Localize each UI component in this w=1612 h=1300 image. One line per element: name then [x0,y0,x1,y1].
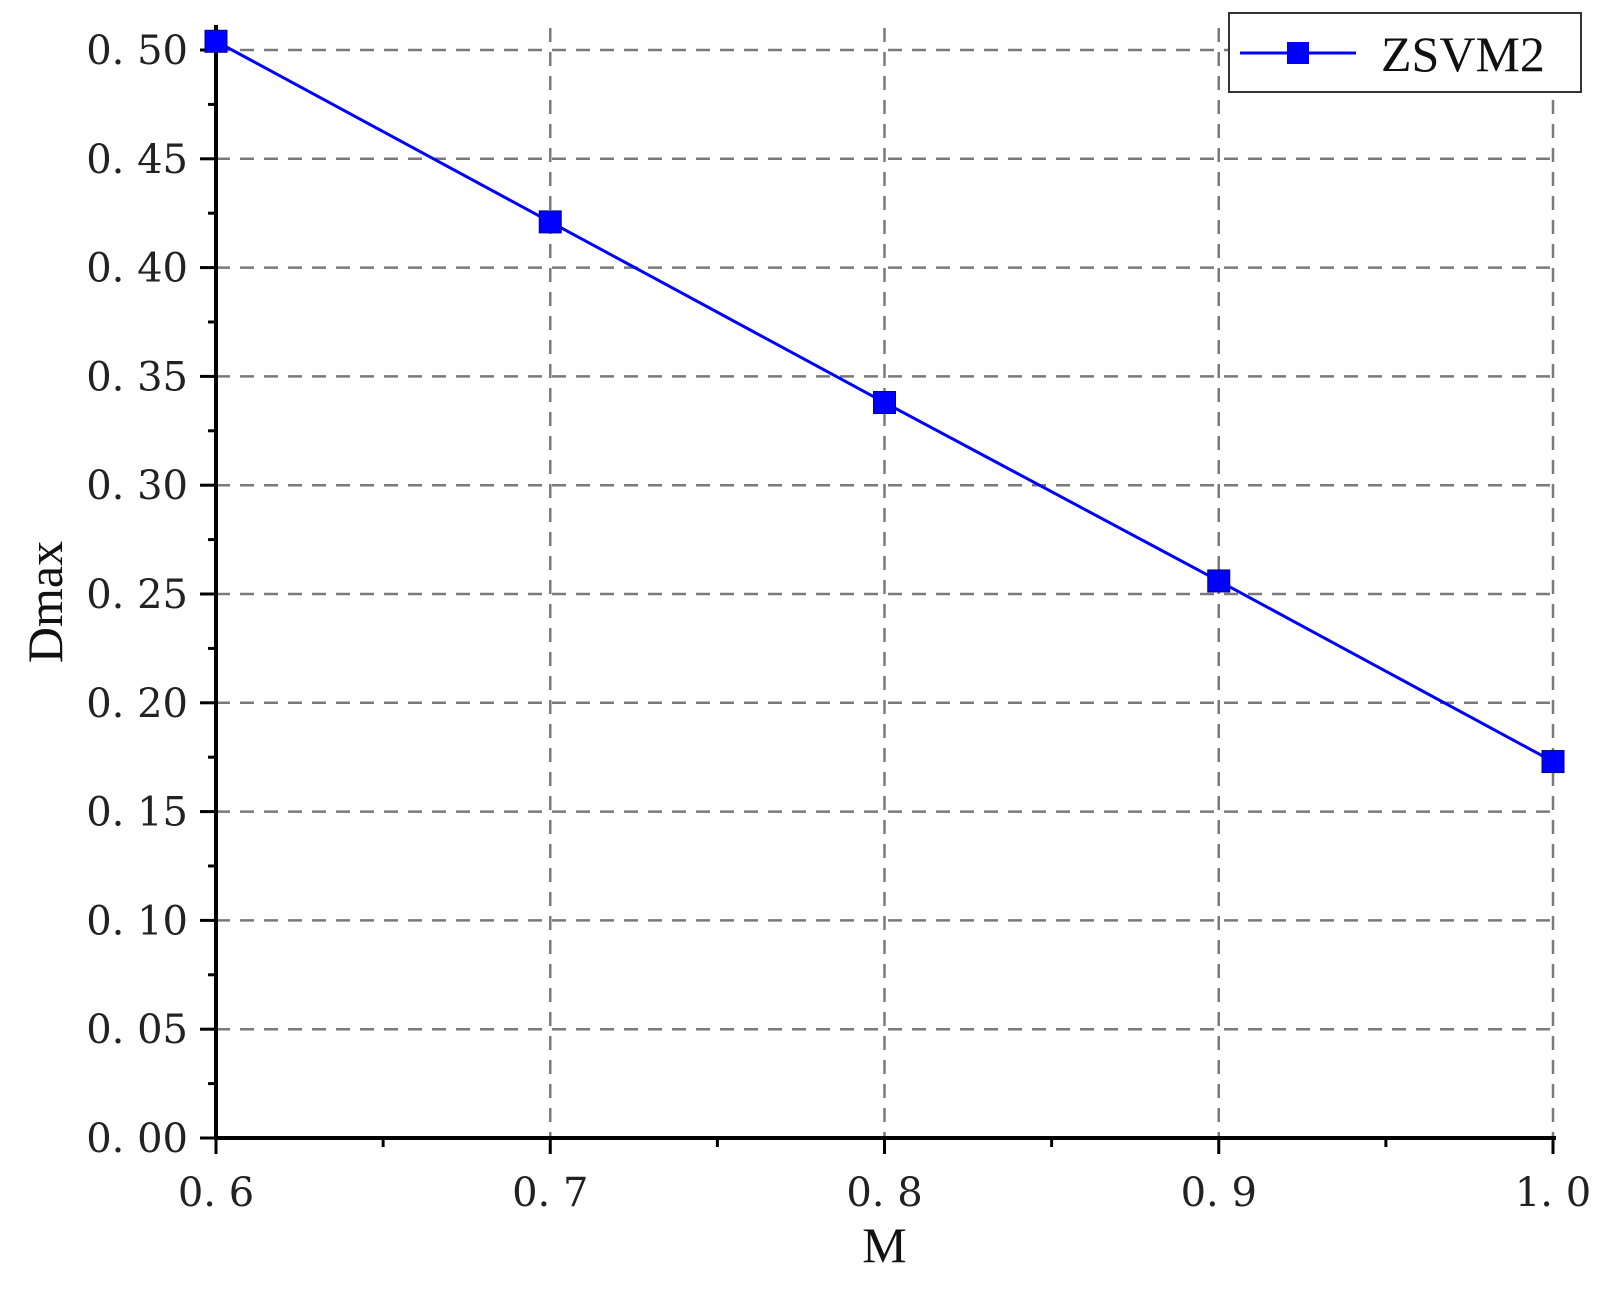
x-tick-label: 0. 8 [846,1170,922,1216]
grid-lines [216,28,1555,1138]
tick-labels: 0. 00 0. 05 0. 10 0. 15 0. 20 0. 25 0. 30 0. 35… [86,28,1591,1216]
y-axis-title: Dmax [17,541,73,663]
data-point-marker [1541,750,1565,774]
tick-marks [200,48,1555,1154]
legend-marker-square [1287,42,1309,64]
legend-label: ZSVM2 [1381,26,1545,82]
y-tick-label: 0. 35 [86,354,188,400]
data-point-marker [1207,569,1231,593]
y-tick-label: 0. 25 [86,572,188,618]
x-tick-label: 0. 7 [512,1170,588,1216]
y-tick-label: 0. 05 [86,1007,188,1053]
legend: ZSVM2 [1228,12,1582,93]
y-tick-label: 0. 10 [86,898,188,944]
y-tick-label: 0. 45 [86,137,188,183]
x-tick-label: 0. 9 [1181,1170,1257,1216]
data-point-marker [873,391,896,415]
x-tick-label: 1. 0 [1515,1170,1591,1216]
x-axis-title: M [862,1217,906,1273]
x-tick-label: 0. 6 [178,1170,254,1216]
data-point-marker [538,210,562,234]
y-tick-label: 0. 50 [86,28,188,74]
y-tick-label: 0. 20 [86,681,188,727]
y-tick-label: 0. 00 [86,1116,188,1162]
series-group [204,29,1565,774]
data-point-marker [204,29,228,53]
y-tick-label: 0. 15 [86,790,188,836]
y-tick-label: 0. 40 [86,246,188,292]
y-tick-label: 0. 30 [86,463,188,509]
